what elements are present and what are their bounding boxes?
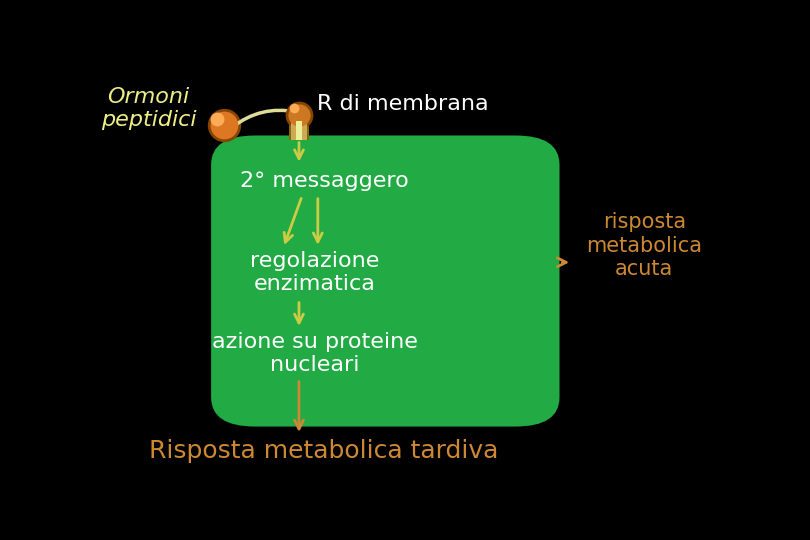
Text: R di membrana: R di membrana xyxy=(317,94,488,114)
Text: 2° messaggero: 2° messaggero xyxy=(240,171,408,191)
FancyBboxPatch shape xyxy=(211,136,560,427)
Bar xyxy=(289,121,309,140)
Text: Risposta metabolica tardiva: Risposta metabolica tardiva xyxy=(149,440,499,463)
Bar xyxy=(291,121,307,140)
Text: azione su proteine
nucleari: azione su proteine nucleari xyxy=(211,332,418,375)
Text: regolazione
enzimatica: regolazione enzimatica xyxy=(250,251,379,294)
Text: risposta
metabolica
acuta: risposta metabolica acuta xyxy=(586,212,702,279)
Bar xyxy=(296,121,302,140)
Text: Ormoni
peptidici: Ormoni peptidici xyxy=(100,87,196,130)
